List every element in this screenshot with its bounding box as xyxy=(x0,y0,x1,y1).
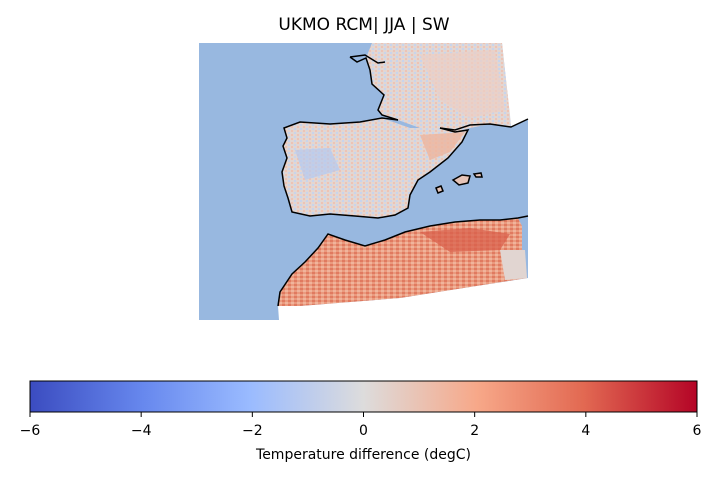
mediterranean-france-coastline xyxy=(439,118,529,131)
north-africa-mild-zone xyxy=(500,250,527,280)
colorbar-ticks: −6 −4 −2 0 2 4 6 xyxy=(20,412,702,439)
iberia-warm-patch xyxy=(420,132,465,160)
ibiza-coastline xyxy=(435,185,444,194)
colorbar-tick-label: −4 xyxy=(131,423,152,439)
colorbar-tick-label: 4 xyxy=(581,423,590,439)
iberia-cool-patch xyxy=(295,148,340,180)
france-atlantic-coastline xyxy=(349,56,399,121)
france-warm-anomaly xyxy=(420,50,505,118)
map-panel xyxy=(199,43,529,320)
mallorca-island xyxy=(453,175,470,185)
iberia-coastline xyxy=(281,117,470,219)
colorbar-tick-label: −6 xyxy=(20,423,41,439)
colorbar-bar xyxy=(29,380,698,413)
colorbar-tick-label: 0 xyxy=(359,423,368,439)
colorbar-label: Temperature difference (degC) xyxy=(255,447,471,463)
map-title: UKMO RCM| JJA | SW xyxy=(278,15,450,35)
colorbar-tick-label: 2 xyxy=(470,423,479,439)
menorca-coastline xyxy=(472,172,483,178)
iberia-landmass xyxy=(282,118,468,218)
coastlines xyxy=(277,54,529,307)
north-africa-hot-spot xyxy=(420,228,510,252)
brittany-coastline xyxy=(349,54,386,64)
colorbar-tick-label: 6 xyxy=(693,423,702,439)
mallorca-coastline xyxy=(451,174,471,186)
colorbar-tick-label: −2 xyxy=(242,423,263,439)
north-africa-coastline xyxy=(277,215,529,307)
